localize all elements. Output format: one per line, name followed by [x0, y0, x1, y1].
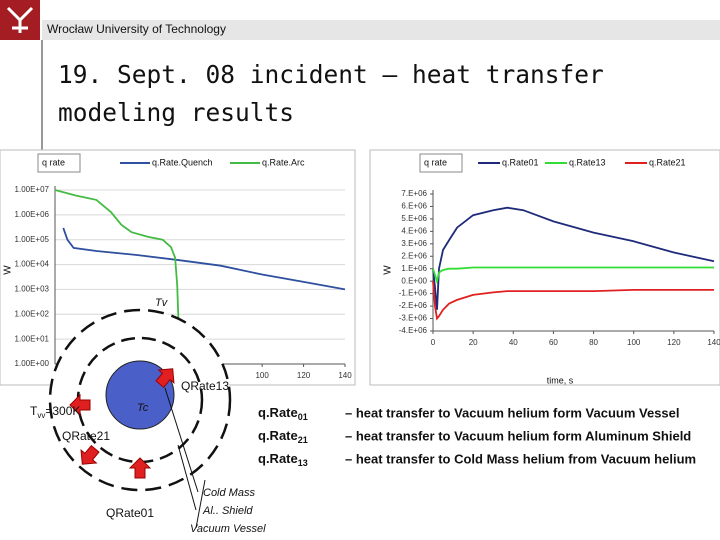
y-tick-label: 1.00E+07: [15, 185, 50, 194]
x-tick-label: 100: [255, 371, 269, 380]
y-axis-label: W: [3, 265, 14, 275]
table-name-base: q.Rate: [258, 428, 298, 443]
slide-title: 19. Sept. 08 incident – heat transfer mo…: [58, 60, 604, 127]
legend-label: q.Rate.Quench: [152, 157, 213, 167]
y-tick-label: 4.E+06: [401, 226, 427, 235]
y-tick-label: 1.00E+01: [15, 334, 50, 343]
leader-line: [177, 444, 197, 511]
y-tick-label: 1.00E+05: [15, 235, 50, 244]
y-tick-label: 5.E+06: [401, 214, 427, 223]
series-line: [54, 189, 181, 345]
table-name-sub: 13: [298, 458, 308, 468]
y-tick-label: 1.00E+02: [15, 309, 50, 318]
legend-title: q rate: [42, 157, 65, 167]
series-line: [432, 266, 714, 285]
university: Wrocław University of Technology: [47, 22, 226, 36]
y-tick-label: 3.E+06: [401, 239, 427, 248]
table-name-base: q.Rate: [258, 451, 298, 466]
y-tick-label: -2.E+06: [399, 301, 428, 310]
diagram-label: Vacuum Vessel: [190, 523, 266, 535]
x-tick-label: 120: [667, 338, 681, 347]
y-tick-label: 1.00E+03: [15, 285, 50, 294]
series-line: [432, 206, 715, 310]
heat-arrow: [155, 368, 175, 389]
table-desc: – heat transfer to Vacuum helium form Va…: [345, 405, 680, 420]
table-name: q.Rate01: [258, 405, 308, 422]
leader-line: [164, 387, 199, 493]
y-tick-label: 1.00E+06: [15, 210, 50, 219]
diagram-label: QRate13: [181, 379, 229, 393]
x-tick-label: 80: [589, 338, 598, 347]
x-tick-label: 140: [707, 338, 720, 347]
y-tick-label: 1.00E+04: [15, 260, 50, 269]
table-name-sub: 21: [298, 435, 308, 445]
legend-box: [419, 153, 463, 173]
heat-arrow: [69, 393, 91, 417]
y-axis-label: W: [383, 265, 394, 275]
x-tick-label: 100: [627, 338, 641, 347]
diagram-label: Cold Mass: [203, 487, 255, 499]
table-name-base: q.Rate: [258, 405, 298, 420]
diagram-label: Tv: [155, 297, 169, 309]
table-name: q.Rate13: [258, 451, 308, 468]
x-tick-label: 40: [509, 338, 518, 347]
y-tick-label: 7.E+06: [401, 189, 427, 198]
leader-line: [195, 479, 206, 529]
x-tick-label: 120: [297, 371, 311, 380]
x-tick-label: 60: [549, 338, 558, 347]
table-desc: – heat transfer to Cold Mass helium from…: [345, 451, 696, 466]
y-tick-label: 0.E+00: [401, 276, 427, 285]
diagram: Tv Tc QRate13 QRate21 QRate01 Cold Mass Al.. S…: [30, 297, 266, 535]
y-tick-label: 6.E+06: [401, 202, 427, 211]
y-tick-label: 1.00E+00: [15, 359, 50, 368]
y-tick-label: -4.E+06: [399, 326, 428, 335]
legend-label: q.Rate21: [649, 157, 686, 167]
diagram-label: QRate01: [106, 506, 154, 520]
diagram-label: QRate21: [62, 429, 110, 443]
x-axis-label: time, s: [547, 375, 574, 385]
table-desc: – heat transfer to Vacuum helium form Al…: [345, 428, 691, 443]
diagram-label: Tc: [137, 402, 149, 414]
table-name: q.Rate21: [258, 428, 308, 445]
x-tick-label: 0: [431, 338, 436, 347]
x-tick-label: 20: [469, 338, 478, 347]
series-line: [432, 281, 714, 321]
diagram-label-part: =300K: [45, 404, 80, 418]
heat-arrow: [80, 444, 100, 465]
legend-label: q.Rate01: [502, 157, 539, 167]
y-tick-label: 2.E+06: [401, 251, 427, 260]
cold-mass: [105, 360, 175, 430]
x-tick-label: 140: [338, 371, 352, 380]
y-tick-label: 1.E+06: [401, 264, 427, 273]
heat-arrow: [128, 457, 152, 479]
legend-label: q.Rate13: [569, 157, 606, 167]
legend-title: q rate: [424, 157, 447, 167]
diagram-label-part: vv: [37, 411, 45, 420]
y-tick-label: -1.E+06: [399, 289, 428, 298]
diagram-label: Al.. Shield: [202, 505, 253, 517]
y-tick-label: -3.E+06: [399, 314, 428, 323]
table-name-sub: 01: [298, 412, 308, 422]
diagram-label-part: T: [30, 404, 38, 418]
legend-label: q.Rate.Arc: [262, 157, 305, 167]
legend-box: [37, 153, 81, 173]
logo-mark: [6, 6, 34, 33]
header-bar: [42, 20, 720, 40]
diagram-label: Tvv=300K: [30, 404, 80, 420]
series-line: [62, 227, 346, 291]
